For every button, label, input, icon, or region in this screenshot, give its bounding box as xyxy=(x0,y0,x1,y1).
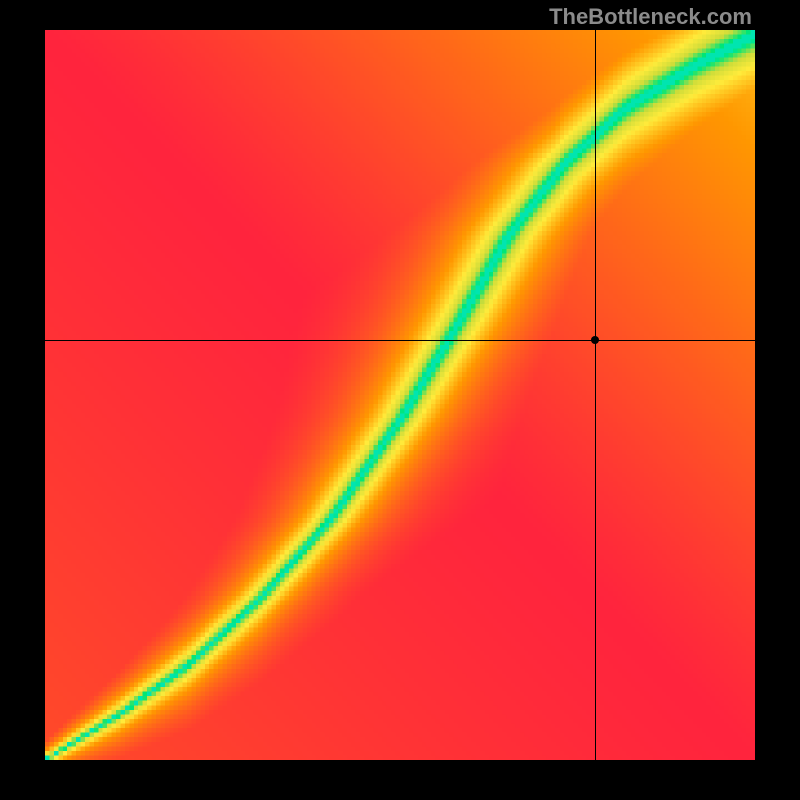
crosshair-horizontal-line xyxy=(45,340,755,341)
crosshair-vertical-line xyxy=(595,30,596,760)
chart-container: TheBottleneck.com xyxy=(0,0,800,800)
watermark-text: TheBottleneck.com xyxy=(549,4,752,30)
crosshair-marker-dot xyxy=(591,336,599,344)
heatmap-plot-area xyxy=(45,30,755,760)
heatmap-canvas xyxy=(45,30,755,760)
